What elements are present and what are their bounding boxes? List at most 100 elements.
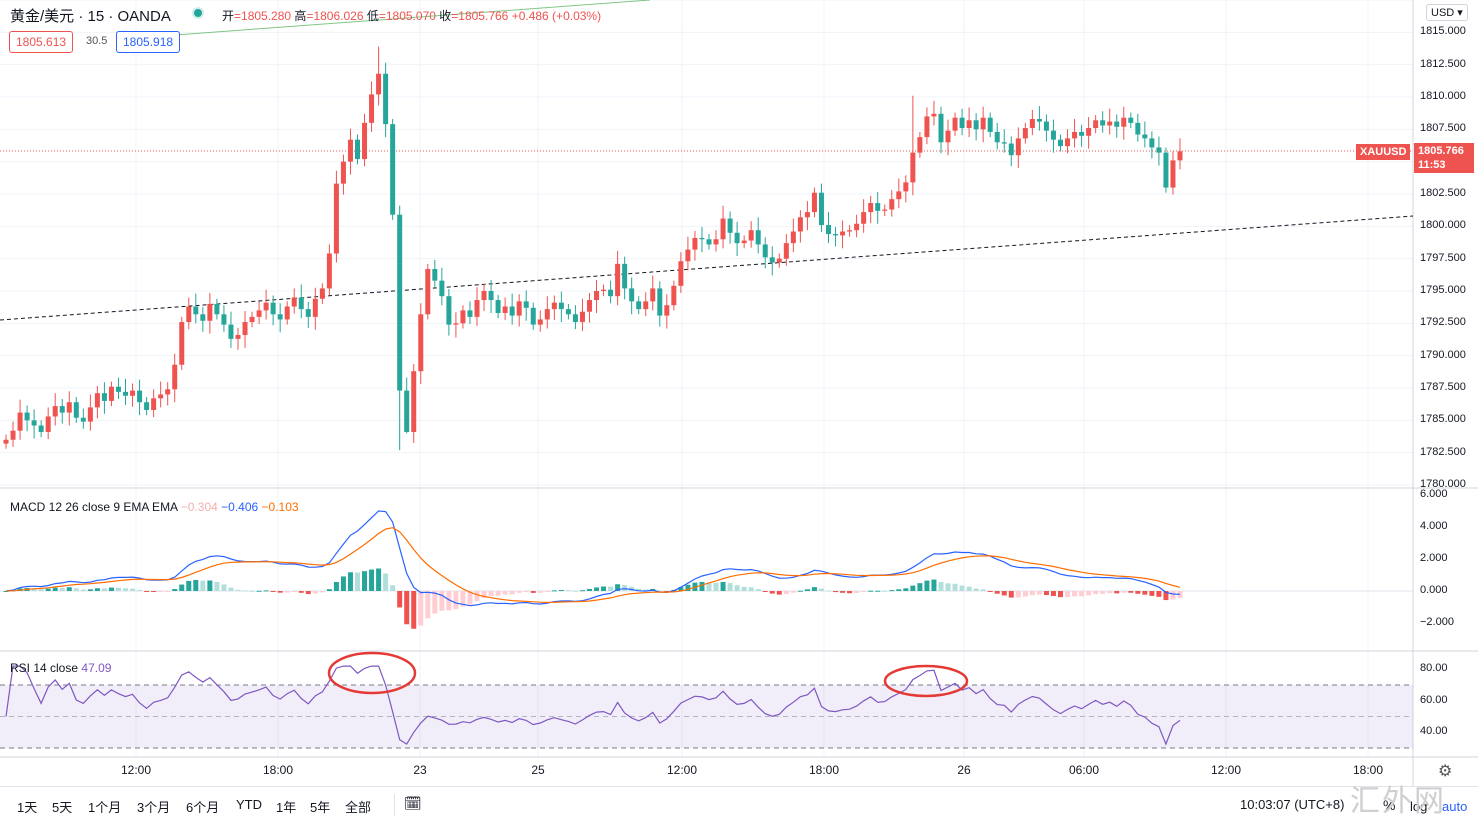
candle-body bbox=[87, 407, 93, 422]
percent-toggle[interactable]: % bbox=[1383, 797, 1396, 813]
last-price-value: 1805.766 bbox=[1418, 145, 1464, 157]
range-button[interactable]: 1天 bbox=[17, 800, 38, 815]
macd-hist-bar bbox=[544, 591, 550, 592]
macd-hist-bar bbox=[404, 591, 410, 625]
candle-body bbox=[488, 291, 494, 301]
symbol-title[interactable]: 黄金/美元 · 15 · OANDA bbox=[10, 8, 171, 25]
macd-hist-bar bbox=[685, 584, 691, 591]
sell-button[interactable]: 1805.613 bbox=[9, 31, 74, 53]
candle-body bbox=[854, 223, 860, 231]
time-axis-label: 25 bbox=[531, 763, 545, 777]
candle-body bbox=[530, 307, 536, 325]
buy-button[interactable]: 1805.918 bbox=[116, 31, 181, 53]
candle-body bbox=[945, 130, 951, 143]
macd-hist-bar bbox=[1114, 591, 1120, 594]
macd-hist-bar bbox=[1050, 591, 1056, 597]
macd-hist-bar bbox=[615, 584, 621, 591]
macd-hist-bar bbox=[854, 591, 860, 594]
rsi-legend[interactable]: RSI 14 close 47.09 bbox=[10, 661, 111, 675]
range-button[interactable]: 3个月 bbox=[137, 800, 171, 815]
candle-body bbox=[671, 285, 677, 306]
settings-gear-icon[interactable]: ⚙ bbox=[1438, 763, 1453, 780]
candle-body bbox=[1065, 138, 1071, 147]
candle-body bbox=[565, 309, 571, 315]
macd-hist-value: −0.304 bbox=[180, 500, 218, 514]
range-button[interactable]: 全部 bbox=[345, 800, 372, 815]
time-axis-label: 18:00 bbox=[808, 763, 840, 777]
last-price-tag: 1805.766 11:53 bbox=[1414, 143, 1474, 173]
candle-body bbox=[326, 253, 332, 289]
candle-body bbox=[980, 117, 986, 130]
macd-hist-bar bbox=[565, 590, 571, 592]
candle-body bbox=[31, 420, 37, 426]
macd-hist-bar bbox=[727, 583, 733, 591]
macd-legend[interactable]: MACD 12 26 close 9 EMA EMA −0.304 −0.406… bbox=[10, 500, 299, 514]
macd-hist-bar bbox=[952, 583, 958, 591]
macd-hist-bar bbox=[1156, 591, 1162, 597]
macd-hist-bar bbox=[242, 590, 248, 592]
candle-body bbox=[1072, 131, 1078, 139]
candle-body bbox=[1114, 121, 1120, 127]
candle-body bbox=[80, 417, 86, 422]
macd-title: MACD 12 26 close 9 EMA EMA bbox=[10, 500, 178, 514]
rsi-circle-annotation-2 bbox=[883, 664, 969, 698]
candle-body bbox=[1008, 143, 1014, 156]
candle-body bbox=[1142, 134, 1148, 139]
range-button[interactable]: 1年 bbox=[276, 800, 297, 815]
macd-hist-bar bbox=[130, 588, 136, 591]
macd-hist-bar bbox=[882, 590, 888, 592]
candle-body bbox=[235, 334, 241, 339]
macd-hist-bar bbox=[966, 586, 972, 591]
macd-hist-bar bbox=[748, 587, 754, 591]
macd-hist-bar bbox=[558, 589, 564, 591]
macd-hist-bar bbox=[347, 572, 353, 591]
macd-hist-bar bbox=[1142, 591, 1148, 595]
macd-hist-bar bbox=[80, 589, 86, 591]
macd-hist-bar bbox=[1008, 591, 1014, 598]
macd-hist-bar bbox=[1015, 591, 1021, 598]
range-button[interactable]: YTD bbox=[236, 797, 262, 812]
candle-body bbox=[558, 302, 564, 310]
clock-timezone[interactable]: 10:03:07 (UTC+8) bbox=[1240, 797, 1345, 812]
range-button[interactable]: 6个月 bbox=[186, 800, 220, 815]
candle-body bbox=[769, 257, 775, 263]
candle-body bbox=[298, 297, 304, 310]
macd-hist-bar bbox=[938, 581, 944, 591]
candle-body bbox=[699, 237, 705, 240]
candle-body bbox=[432, 269, 438, 281]
auto-toggle[interactable]: auto bbox=[1442, 799, 1468, 814]
candle-body bbox=[446, 296, 452, 325]
currency-button[interactable]: USD ▾ bbox=[1426, 4, 1468, 21]
close-value: =1805.766 bbox=[451, 9, 509, 23]
range-button[interactable]: 1个月 bbox=[88, 800, 122, 815]
chart-grid bbox=[0, 0, 1413, 757]
macd-hist-bar bbox=[551, 590, 557, 592]
macd-hist-bar bbox=[481, 591, 487, 598]
candle-body bbox=[1156, 147, 1162, 153]
range-button[interactable]: 5天 bbox=[52, 800, 73, 815]
price-scale-label: 1782.500 bbox=[1420, 445, 1466, 458]
candle-body bbox=[594, 291, 600, 301]
macd-hist-bar bbox=[1029, 591, 1035, 596]
candle-body bbox=[425, 269, 431, 315]
log-toggle[interactable]: log bbox=[1410, 799, 1428, 814]
macd-hist-bar bbox=[523, 591, 529, 593]
macd-scale-label: 4.000 bbox=[1420, 520, 1448, 532]
price-scale-label: 1800.000 bbox=[1420, 219, 1466, 232]
range-button[interactable]: 5年 bbox=[310, 800, 331, 815]
macd-hist-bar bbox=[1001, 591, 1007, 596]
candle-body bbox=[551, 302, 557, 310]
candle-body bbox=[537, 319, 543, 325]
time-axis-label: 06:00 bbox=[1068, 763, 1100, 777]
candle-body bbox=[797, 217, 803, 232]
candle-body bbox=[1079, 131, 1085, 136]
candle-body bbox=[137, 390, 143, 403]
goto-date-calendar-icon[interactable]: 🗓 bbox=[404, 795, 422, 811]
macd-histogram bbox=[3, 568, 1183, 629]
macd-hist-bar bbox=[776, 591, 782, 595]
candle-body bbox=[376, 73, 382, 95]
candle-body bbox=[319, 288, 325, 299]
candle-body bbox=[144, 402, 150, 410]
macd-hist-bar bbox=[165, 591, 171, 592]
